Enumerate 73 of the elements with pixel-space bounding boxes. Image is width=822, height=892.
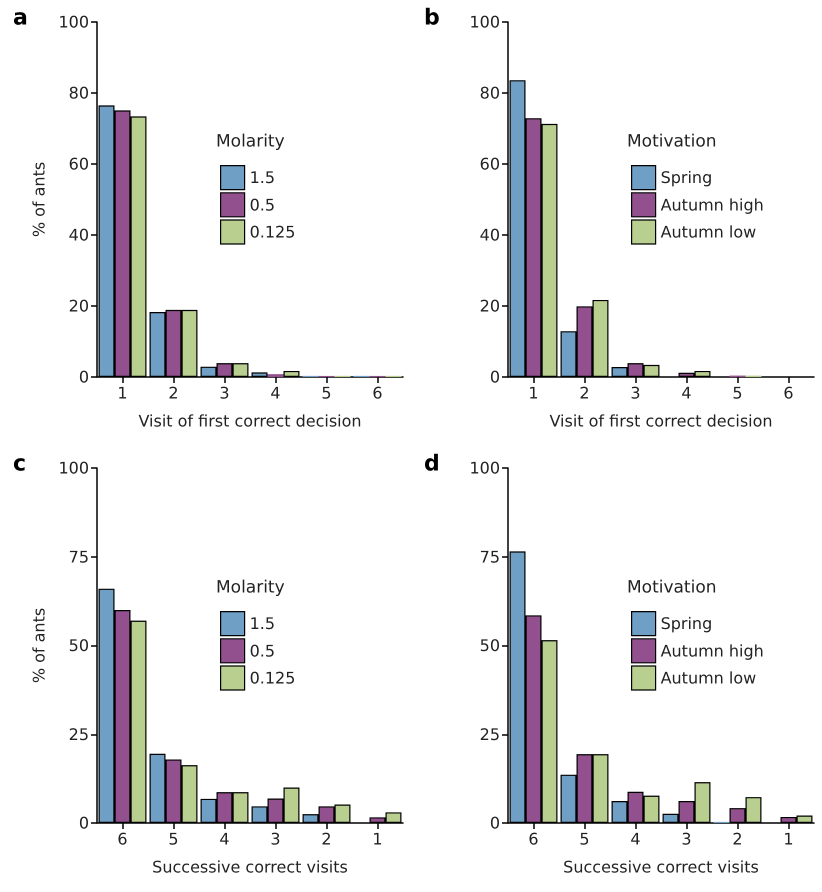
y-tick-label: 50 (68, 636, 89, 655)
y-tick-label: 75 (480, 547, 500, 566)
x-tick-label: 1 (528, 384, 539, 402)
legend-title: Motivation (627, 578, 716, 598)
y-tick-label: 80 (68, 84, 89, 102)
x-tick-label: 2 (579, 384, 590, 402)
legend-title: Motivation (627, 132, 716, 152)
x-tick-label: 5 (321, 384, 332, 402)
x-tick-label: 5 (732, 384, 743, 402)
y-tick-label: 25 (480, 724, 500, 744)
legend-label: 0.125 (250, 668, 296, 688)
x-tick-label: 6 (117, 830, 128, 848)
y-tick-label: 0 (78, 368, 89, 386)
chart-title: a (13, 6, 28, 30)
legend-title: Molarity (216, 578, 285, 598)
legend-label: 0.5 (250, 641, 276, 660)
y-tick-label: 0 (78, 814, 89, 832)
y-tick-label: 20 (68, 296, 89, 316)
y-tick-label: 0 (490, 368, 500, 386)
y-tick-label: 100 (469, 12, 500, 32)
legend-title: Molarity (216, 132, 285, 152)
x-tick-label: 4 (270, 384, 281, 402)
x-tick-label: 4 (219, 830, 230, 848)
x-tick-label: 3 (681, 830, 692, 848)
y-tick-label: 40 (68, 226, 89, 244)
x-tick-label: 2 (732, 830, 743, 848)
y-tick-label: 40 (480, 226, 500, 244)
y-tick-label: 50 (480, 636, 500, 655)
y-tick-label: 60 (480, 154, 500, 174)
x-tick-label: 1 (117, 384, 128, 402)
x-tick-label: 6 (372, 384, 383, 402)
x-tick-label: 5 (579, 830, 590, 848)
x-tick-label: 4 (681, 384, 692, 402)
y-axis-title: % of ants (30, 608, 48, 684)
legend-label: Spring (660, 614, 712, 634)
x-axis-title: Successive correct visits (152, 858, 348, 876)
legend-label: 1.5 (250, 614, 276, 634)
legend-label: Autumn high (660, 195, 764, 214)
x-tick-label: 1 (372, 830, 383, 848)
y-axis-title: % of ants (30, 162, 48, 238)
legend-label: Autumn low (660, 222, 756, 242)
chart-title: b (424, 6, 440, 30)
chart-title: c (13, 452, 26, 476)
x-axis-title: Visit of first correct decision (549, 412, 773, 430)
y-tick-label: 100 (58, 12, 89, 32)
x-tick-label: 3 (219, 384, 230, 402)
y-tick-label: 80 (480, 84, 500, 102)
x-tick-label: 2 (168, 384, 179, 402)
x-tick-label: 5 (168, 830, 179, 848)
legend-label: Spring (660, 168, 712, 188)
legend-label: 0.5 (250, 195, 276, 214)
y-tick-label: 20 (480, 296, 500, 316)
x-tick-label: 1 (783, 830, 794, 848)
legend-label: 1.5 (250, 168, 276, 188)
y-tick-label: 25 (68, 724, 89, 744)
x-tick-label: 6 (528, 830, 539, 848)
legend-label: 0.125 (250, 222, 296, 242)
y-tick-label: 0 (490, 814, 500, 832)
x-tick-label: 4 (630, 830, 641, 848)
x-axis-title: Successive correct visits (563, 858, 759, 876)
x-tick-label: 6 (783, 384, 794, 402)
x-axis-title: Visit of first correct decision (138, 412, 362, 430)
chart-title: d (424, 452, 440, 476)
y-tick-label: 60 (68, 154, 89, 174)
y-tick-label: 75 (68, 547, 89, 566)
x-tick-label: 3 (630, 384, 641, 402)
legend-label: Autumn low (660, 668, 756, 688)
x-tick-label: 2 (321, 830, 332, 848)
x-tick-label: 3 (270, 830, 281, 848)
bar (268, 374, 284, 377)
y-tick-label: 100 (469, 458, 500, 478)
legend-label: Autumn high (660, 641, 764, 660)
y-tick-label: 100 (58, 458, 89, 478)
